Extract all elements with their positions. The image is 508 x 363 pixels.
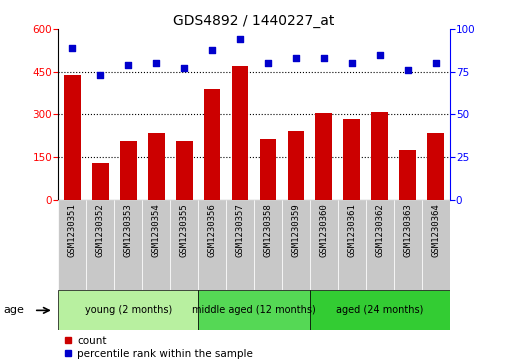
Bar — [198, 290, 310, 330]
Bar — [288, 131, 304, 200]
Text: GSM1230360: GSM1230360 — [320, 203, 328, 257]
Text: GSM1230353: GSM1230353 — [124, 203, 133, 257]
Point — [403, 67, 411, 73]
Text: GSM1230359: GSM1230359 — [292, 203, 300, 257]
Bar — [176, 141, 193, 200]
Text: GSM1230362: GSM1230362 — [375, 203, 384, 257]
Bar — [282, 200, 310, 290]
Bar — [120, 141, 137, 200]
Bar — [343, 119, 360, 200]
Text: age: age — [4, 305, 24, 315]
Text: GSM1230358: GSM1230358 — [264, 203, 272, 257]
Bar — [427, 133, 444, 200]
Bar — [366, 200, 394, 290]
Text: GSM1230364: GSM1230364 — [431, 203, 440, 257]
Text: GSM1230357: GSM1230357 — [236, 203, 244, 257]
Bar — [92, 163, 109, 200]
Bar — [114, 200, 142, 290]
Point — [124, 62, 132, 68]
Bar — [170, 200, 198, 290]
Text: GSM1230351: GSM1230351 — [68, 203, 77, 257]
Bar — [226, 200, 254, 290]
Bar — [58, 200, 86, 290]
Text: GSM1230355: GSM1230355 — [180, 203, 188, 257]
Point — [180, 65, 188, 71]
Bar — [399, 150, 416, 200]
Bar — [422, 200, 450, 290]
Text: GSM1230361: GSM1230361 — [347, 203, 356, 257]
Point — [236, 36, 244, 42]
Point — [431, 60, 439, 66]
Text: GSM1230354: GSM1230354 — [152, 203, 161, 257]
Bar — [394, 200, 422, 290]
Bar — [260, 139, 276, 200]
Point — [320, 55, 328, 61]
Point — [68, 45, 76, 51]
Bar — [204, 89, 220, 200]
Point — [264, 60, 272, 66]
Point — [208, 46, 216, 52]
Point — [375, 52, 384, 57]
Bar — [371, 111, 388, 200]
Bar — [64, 74, 81, 200]
Point — [152, 60, 160, 66]
Bar — [86, 200, 114, 290]
Bar — [232, 66, 248, 200]
Bar — [315, 113, 332, 200]
Text: middle aged (12 months): middle aged (12 months) — [192, 305, 316, 315]
Point — [96, 72, 104, 78]
Point — [347, 60, 356, 66]
Bar — [254, 200, 282, 290]
Title: GDS4892 / 1440227_at: GDS4892 / 1440227_at — [173, 14, 335, 28]
Text: GSM1230352: GSM1230352 — [96, 203, 105, 257]
Bar — [310, 200, 338, 290]
Text: GSM1230356: GSM1230356 — [208, 203, 216, 257]
Text: young (2 months): young (2 months) — [85, 305, 172, 315]
Text: GSM1230363: GSM1230363 — [403, 203, 412, 257]
Bar — [198, 200, 226, 290]
Text: aged (24 months): aged (24 months) — [336, 305, 423, 315]
Bar — [148, 133, 165, 200]
Point — [292, 55, 300, 61]
Bar — [142, 200, 170, 290]
Bar — [58, 290, 198, 330]
Legend: count, percentile rank within the sample: count, percentile rank within the sample — [64, 335, 253, 359]
Bar — [310, 290, 450, 330]
Bar — [338, 200, 366, 290]
